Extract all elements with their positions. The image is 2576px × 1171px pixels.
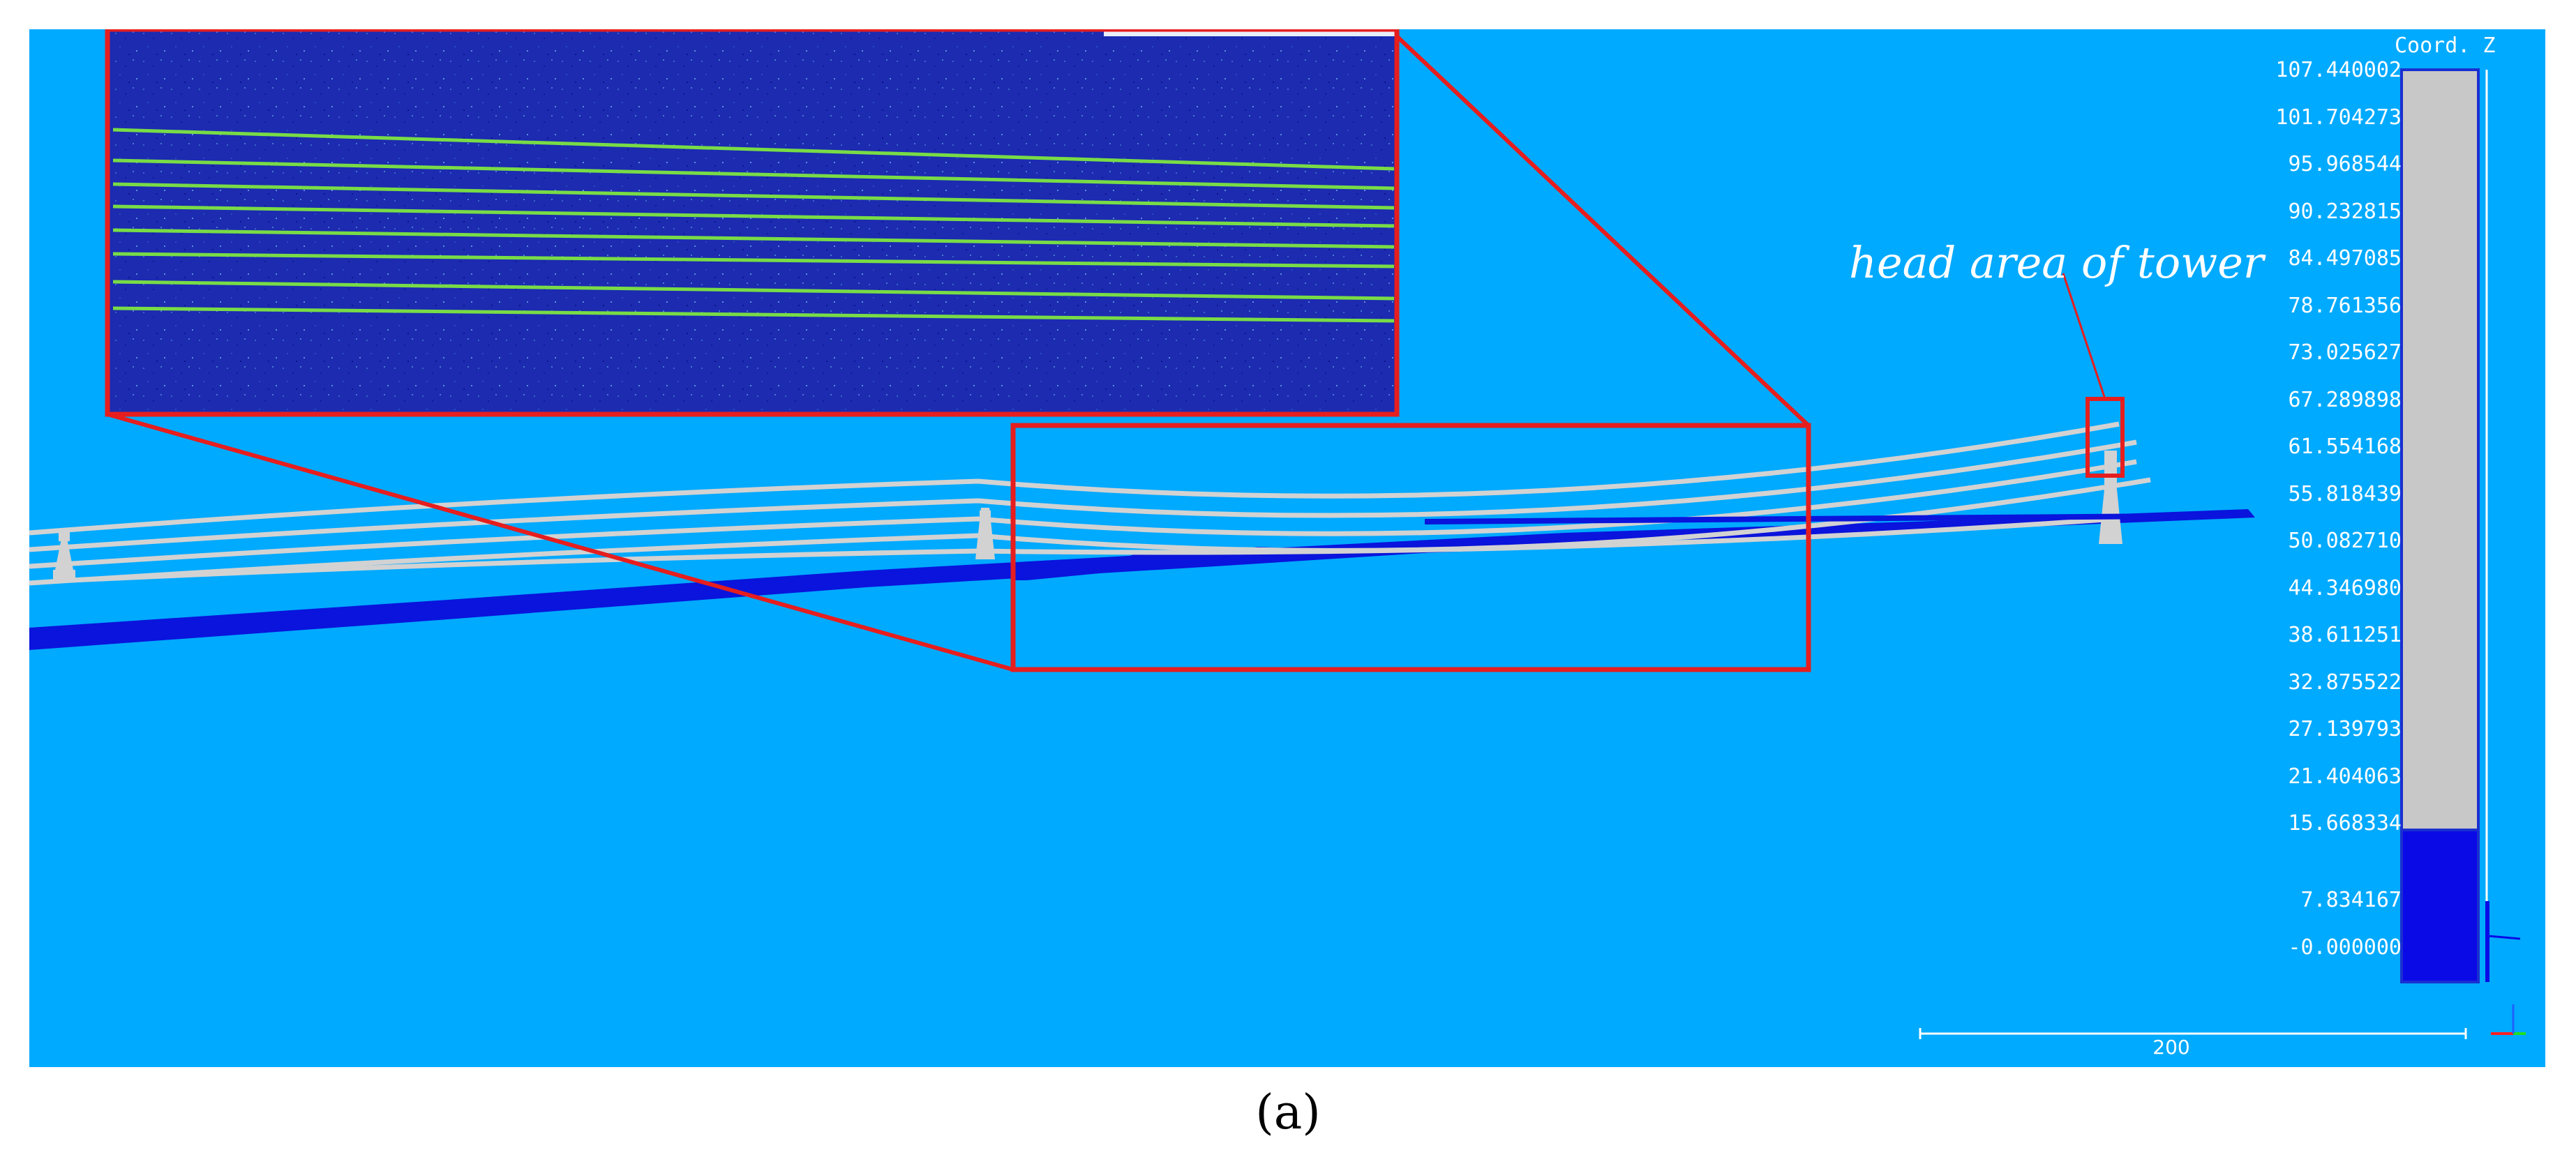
scale-tick-label: 38.611251	[2288, 623, 2402, 647]
scale-tick-label: 21.404063	[2288, 764, 2402, 789]
zoom-connector-right	[1395, 34, 1811, 428]
scale-bar-label: 200	[2152, 1036, 2190, 1059]
scale-tick-label: 50.082710	[2288, 529, 2402, 553]
figure-caption: (a)	[1255, 1085, 1321, 1140]
scale-tick-label: 61.554168	[2288, 435, 2402, 459]
zoom-inset	[105, 29, 1400, 417]
power-lines	[29, 421, 2151, 586]
point-cloud-viewport[interactable]: Coord. Z 107.440002 101.704273 95.968544 90…	[29, 29, 2545, 1067]
scale-tick-label: 55.818439	[2288, 481, 2402, 506]
scale-tick-label: 107.440002	[2275, 58, 2402, 82]
scale-tick-label: -0.000000	[2288, 935, 2402, 960]
color-scale-bar	[2400, 68, 2521, 983]
axis-indicator	[2491, 1004, 2526, 1035]
annotation-leader-line	[2062, 273, 2106, 400]
zoom-region-box	[1010, 423, 1811, 672]
point-cloud-scene	[29, 29, 2526, 1039]
ground-line-right	[1424, 513, 2179, 524]
scale-tick-label: 78.761356	[2288, 293, 2402, 318]
scale-tick-label: 27.139793	[2288, 717, 2402, 741]
tower-left	[53, 531, 75, 582]
zoom-connector-left	[107, 412, 1014, 672]
scale-tick-label: 67.289898	[2288, 387, 2402, 412]
scale-tick-label: 32.875522	[2288, 670, 2402, 695]
scale-tick-label: 44.346980	[2288, 575, 2402, 600]
scale-tick-label: 84.497085	[2288, 246, 2402, 271]
scale-tick-label: 101.704273	[2275, 105, 2402, 130]
scale-tick-label: 73.025627	[2288, 340, 2402, 365]
scale-tick-label: 90.232815	[2288, 199, 2402, 224]
scale-bar	[1919, 1028, 2467, 1039]
scale-tick-label: 95.968544	[2288, 152, 2402, 176]
scale-title: Coord. Z	[2395, 33, 2496, 58]
scale-tick-label: 15.668334	[2288, 811, 2402, 836]
tower-head-annotation: head area of tower	[1849, 237, 2264, 288]
scale-tick-label: 7.834167	[2300, 888, 2402, 912]
